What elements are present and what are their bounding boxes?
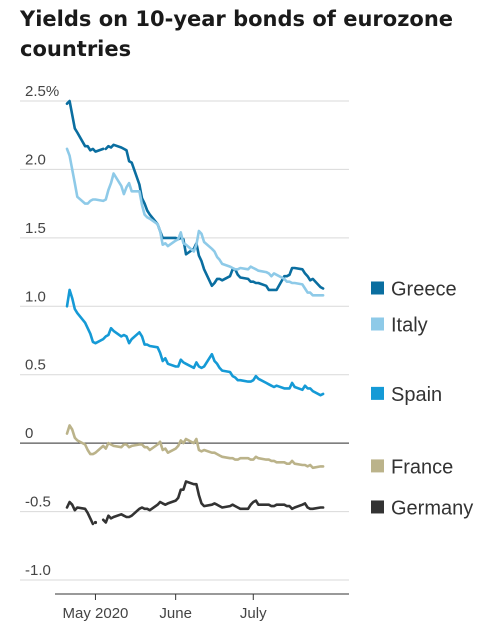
y-tick-label: -1.0 bbox=[25, 562, 51, 579]
grid-lines bbox=[20, 100, 349, 581]
legend: Greece Italy Spain France Germany bbox=[371, 278, 473, 519]
series-lines bbox=[65, 99, 325, 526]
legend-swatch-france bbox=[371, 459, 384, 473]
y-axis-labels: 2.5% 2.0 1.5 1.0 0.5 0 -0.5 -1.0 bbox=[25, 83, 59, 579]
legend-label-france: France bbox=[391, 456, 453, 478]
greece-series-line bbox=[65, 99, 105, 153]
x-tick-label: May 2020 bbox=[63, 605, 129, 622]
legend-label-spain: Spain bbox=[391, 384, 442, 406]
y-tick-label: -0.5 bbox=[25, 494, 51, 511]
legend-swatch-germany bbox=[371, 500, 384, 514]
x-tick-label: July bbox=[240, 605, 267, 622]
y-tick-label: 2.0 bbox=[25, 151, 46, 168]
legend-swatch-greece bbox=[371, 281, 384, 295]
greece-series-line bbox=[104, 143, 325, 292]
y-tick-label: 1.5 bbox=[25, 220, 46, 237]
legend-label-greece: Greece bbox=[391, 278, 457, 300]
germany-series-line bbox=[101, 480, 325, 524]
legend-swatch-italy bbox=[371, 317, 384, 331]
y-tick-label: 2.5% bbox=[25, 83, 59, 100]
y-tick-label: 0.5 bbox=[25, 357, 46, 374]
chart-title: Yields on 10-year bonds of eurozone coun… bbox=[20, 7, 454, 61]
legend-label-italy: Italy bbox=[391, 314, 428, 336]
y-tick-label: 1.0 bbox=[25, 288, 46, 305]
france-series-line bbox=[65, 424, 325, 470]
y-tick-label: 0 bbox=[25, 425, 33, 442]
legend-label-germany: Germany bbox=[391, 497, 473, 519]
italy-series-line bbox=[65, 147, 325, 297]
spain-series-line bbox=[65, 288, 325, 397]
germany-series-line bbox=[93, 520, 98, 525]
germany-series-line bbox=[65, 500, 95, 526]
x-axis: May 2020 June July bbox=[55, 593, 349, 622]
x-tick-label: June bbox=[159, 605, 192, 622]
legend-swatch-spain bbox=[371, 386, 384, 400]
